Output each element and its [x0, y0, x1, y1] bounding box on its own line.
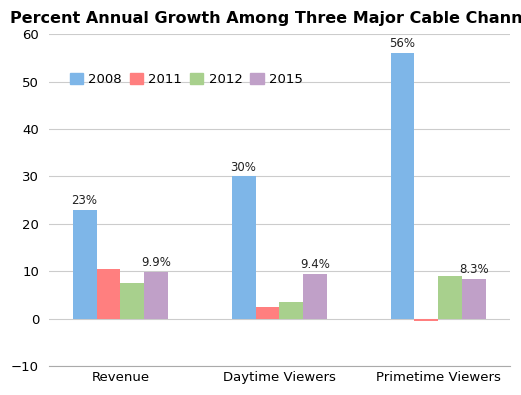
Title: Percent Annual Growth Among Three Major Cable Channels: Percent Annual Growth Among Three Major … [10, 11, 521, 26]
Text: 30%: 30% [231, 161, 256, 173]
Bar [303, 274, 327, 319]
Text: 9.9%: 9.9% [141, 256, 171, 269]
Text: 56%: 56% [390, 38, 416, 50]
Bar [415, 319, 438, 321]
Bar [391, 53, 415, 319]
Bar [120, 283, 144, 319]
Bar [144, 272, 168, 319]
Text: 9.4%: 9.4% [300, 258, 330, 271]
Bar [232, 177, 255, 319]
Bar [279, 302, 303, 319]
Text: 8.3%: 8.3% [460, 263, 489, 276]
Bar [438, 276, 462, 319]
Bar [462, 279, 486, 319]
Bar [73, 210, 96, 319]
Text: 23%: 23% [71, 194, 97, 207]
Legend: 2008, 2011, 2012, 2015: 2008, 2011, 2012, 2015 [65, 68, 308, 91]
Bar [96, 269, 120, 319]
Bar [255, 307, 279, 319]
